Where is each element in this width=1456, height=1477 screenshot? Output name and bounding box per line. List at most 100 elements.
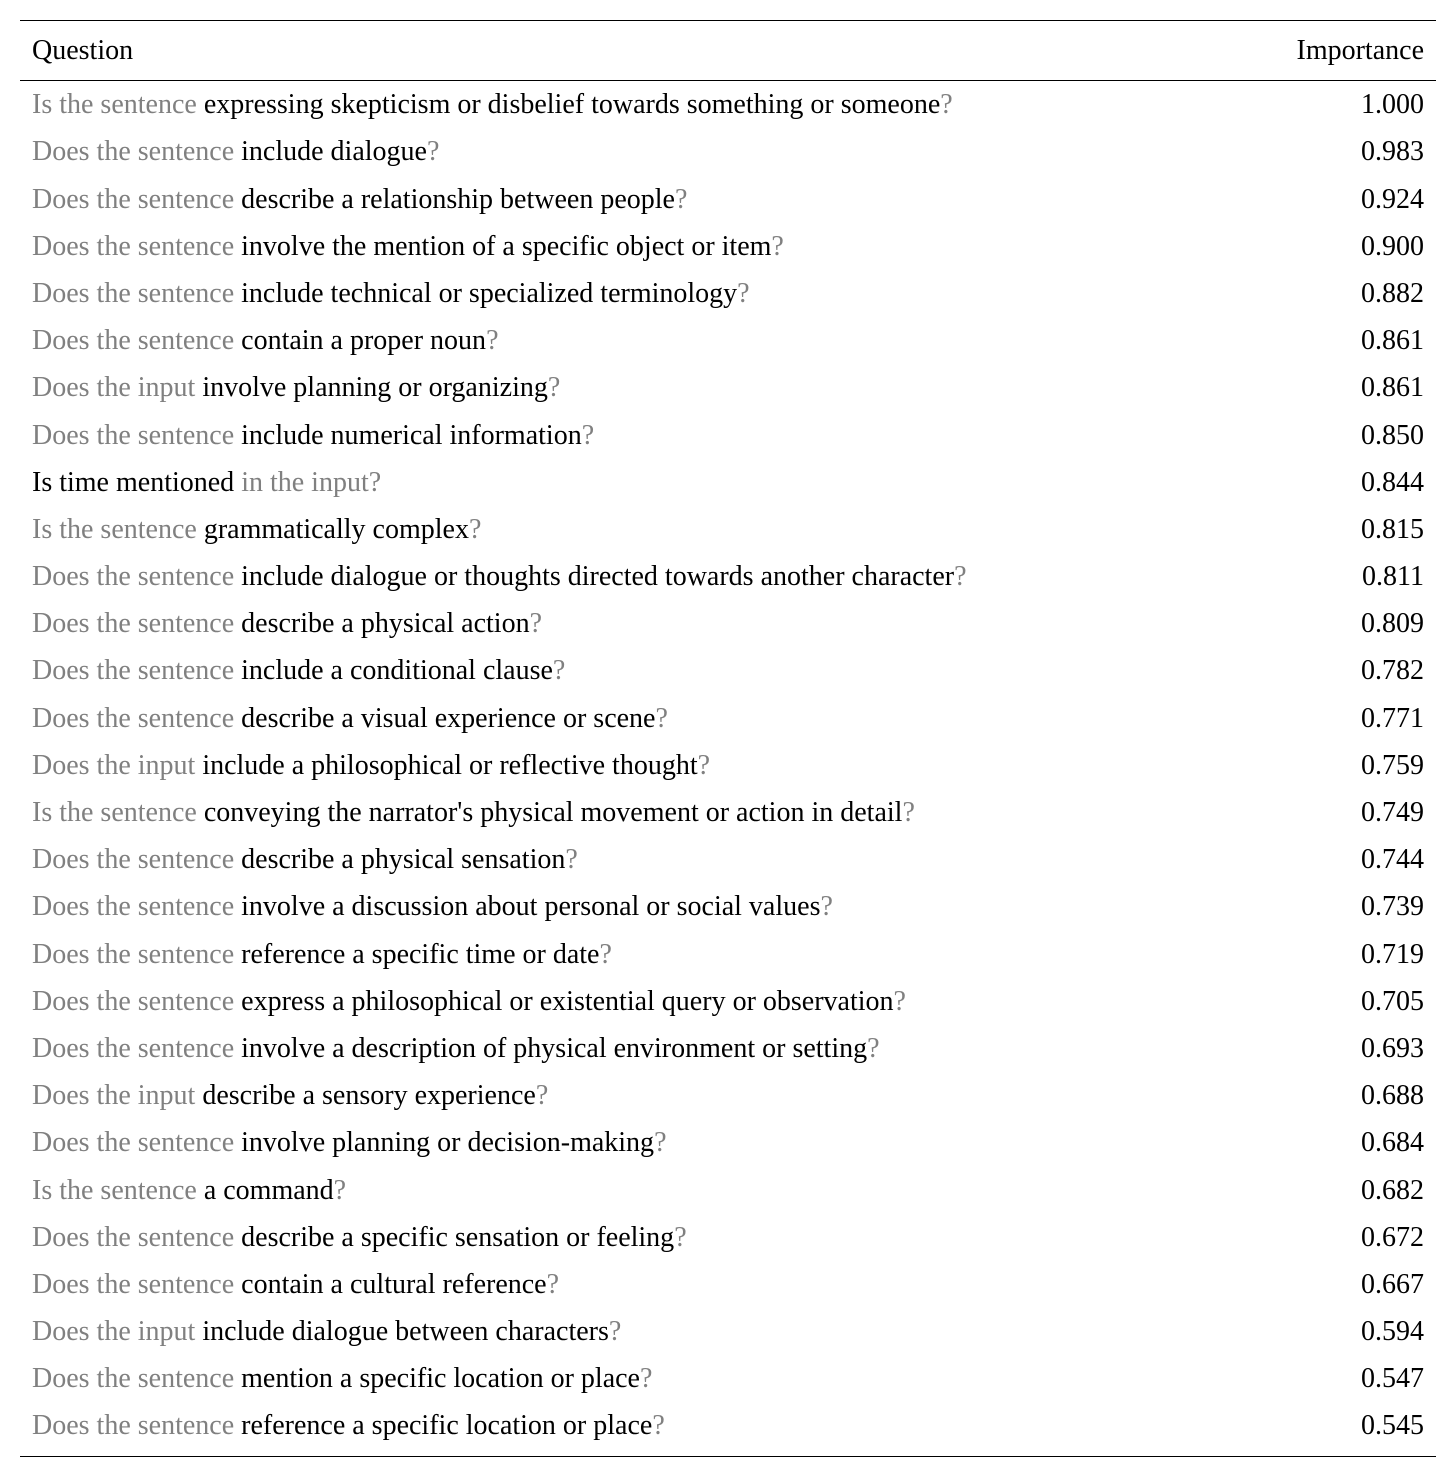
question-cell: Does the input include a philosophical o… xyxy=(32,746,1304,785)
question-text-part: Is time mentioned xyxy=(32,467,241,498)
question-cell: Is the sentence conveying the narrator's… xyxy=(32,793,1304,832)
question-text-part: ? xyxy=(940,89,952,120)
question-text-part: Does the sentence xyxy=(32,136,241,167)
question-text-part: contain a proper noun xyxy=(241,325,486,356)
question-text-part: include dialogue or thoughts directed to… xyxy=(241,561,954,592)
question-text-part: involve planning or decision-making xyxy=(241,1127,654,1158)
question-cell: Does the sentence include technical or s… xyxy=(32,274,1304,313)
question-text-part: Does the sentence xyxy=(32,325,241,356)
question-text-part: ? xyxy=(771,231,783,262)
question-text-part: reference a specific time or date xyxy=(241,939,599,970)
question-text-part: Does the sentence xyxy=(32,844,241,875)
question-text-part: ? xyxy=(894,986,906,1017)
question-text-part: Does the input xyxy=(32,372,202,403)
importance-cell: 0.861 xyxy=(1304,325,1424,357)
question-cell: Does the sentence involve a discussion a… xyxy=(32,887,1304,926)
question-text-part: grammatically complex xyxy=(204,514,469,545)
table-row: Does the input include a philosophical o… xyxy=(20,742,1436,789)
question-text-part: Does the sentence xyxy=(32,655,241,686)
question-cell: Is the sentence a command? xyxy=(32,1171,1304,1210)
question-text-part: Does the sentence xyxy=(32,420,241,451)
question-text-part: Does the sentence xyxy=(32,1269,241,1300)
question-cell: Does the sentence describe a visual expe… xyxy=(32,699,1304,738)
question-text-part: involve the mention of a specific object… xyxy=(241,231,771,262)
importance-cell: 0.682 xyxy=(1304,1175,1424,1207)
importance-cell: 0.688 xyxy=(1304,1080,1424,1112)
question-text-part: ? xyxy=(674,1222,686,1253)
question-text-part: Does the sentence xyxy=(32,184,241,215)
question-cell: Does the sentence reference a specific t… xyxy=(32,935,1304,974)
table-row: Does the sentence contain a proper noun?… xyxy=(20,317,1436,364)
question-text-part: describe a physical sensation xyxy=(241,844,565,875)
question-text-part: Does the sentence xyxy=(32,1222,241,1253)
table-row: Does the sentence involve a discussion a… xyxy=(20,883,1436,930)
question-text-part: describe a sensory experience xyxy=(202,1080,536,1111)
question-cell: Does the sentence express a philosophica… xyxy=(32,982,1304,1021)
table-row: Does the sentence describe a physical ac… xyxy=(20,600,1436,647)
table-row: Does the sentence mention a specific loc… xyxy=(20,1355,1436,1402)
questions-table: Question Importance Is the sentence expr… xyxy=(20,20,1436,1457)
table-row: Does the sentence describe a physical se… xyxy=(20,836,1436,883)
question-cell: Does the input describe a sensory experi… xyxy=(32,1076,1304,1115)
question-cell: Does the sentence include dialogue? xyxy=(32,132,1304,171)
question-cell: Does the input involve planning or organ… xyxy=(32,368,1304,407)
question-text-part: Does the sentence xyxy=(32,1127,241,1158)
question-text-part: Does the sentence xyxy=(32,986,241,1017)
table-row: Does the sentence reference a specific l… xyxy=(20,1402,1436,1456)
table-row: Does the sentence describe a visual expe… xyxy=(20,695,1436,742)
table-row: Is the sentence grammatically complex?0.… xyxy=(20,506,1436,553)
table-row: Does the sentence include a conditional … xyxy=(20,647,1436,694)
question-text-part: ? xyxy=(547,1269,559,1300)
question-text-part: ? xyxy=(486,325,498,356)
table-row: Does the sentence describe a specific se… xyxy=(20,1214,1436,1261)
importance-cell: 0.749 xyxy=(1304,797,1424,829)
question-text-part: include a conditional clause xyxy=(241,655,553,686)
question-text-part: ? xyxy=(609,1316,621,1347)
question-text-part: ? xyxy=(902,797,914,828)
question-text-part: involve a discussion about personal or s… xyxy=(241,891,820,922)
question-text-part: Does the sentence xyxy=(32,608,241,639)
question-text-part: Does the sentence xyxy=(32,561,241,592)
table-row: Does the sentence reference a specific t… xyxy=(20,931,1436,978)
importance-cell: 0.547 xyxy=(1304,1363,1424,1395)
importance-cell: 0.705 xyxy=(1304,986,1424,1018)
question-text-part: Does the sentence xyxy=(32,231,241,262)
question-cell: Is time mentioned in the input? xyxy=(32,463,1304,502)
importance-cell: 0.672 xyxy=(1304,1222,1424,1254)
question-cell: Does the input include dialogue between … xyxy=(32,1312,1304,1351)
question-text-part: Does the sentence xyxy=(32,1363,241,1394)
question-text-part: ? xyxy=(640,1363,652,1394)
table-row: Does the sentence involve a description … xyxy=(20,1025,1436,1072)
question-text-part: Is the sentence xyxy=(32,514,204,545)
importance-cell: 0.809 xyxy=(1304,608,1424,640)
importance-cell: 0.850 xyxy=(1304,420,1424,452)
question-text-part: ? xyxy=(599,939,611,970)
importance-cell: 0.844 xyxy=(1304,467,1424,499)
question-text-part: in the input? xyxy=(241,467,381,498)
question-text-part: ? xyxy=(582,420,594,451)
question-text-part: Does the sentence xyxy=(32,1410,241,1441)
question-text-part: ? xyxy=(820,891,832,922)
question-text-part: express a philosophical or existential q… xyxy=(241,986,893,1017)
importance-cell: 0.545 xyxy=(1304,1410,1424,1442)
table-row: Does the sentence involve planning or de… xyxy=(20,1119,1436,1166)
question-text-part: ? xyxy=(954,561,966,592)
importance-cell: 0.882 xyxy=(1304,278,1424,310)
question-text-part: describe a specific sensation or feeling xyxy=(241,1222,674,1253)
question-text-part: Is the sentence xyxy=(32,89,204,120)
question-cell: Is the sentence expressing skepticism or… xyxy=(32,85,1304,124)
table-row: Does the input include dialogue between … xyxy=(20,1308,1436,1355)
question-cell: Does the sentence describe a physical ac… xyxy=(32,604,1304,643)
importance-cell: 0.771 xyxy=(1304,703,1424,735)
question-text-part: include a philosophical or reflective th… xyxy=(202,750,697,781)
question-text-part: ? xyxy=(530,608,542,639)
question-cell: Does the sentence involve the mention of… xyxy=(32,227,1304,266)
question-text-part: ? xyxy=(698,750,710,781)
table-row: Does the sentence contain a cultural ref… xyxy=(20,1261,1436,1308)
question-cell: Does the sentence describe a relationshi… xyxy=(32,180,1304,219)
question-text-part: include technical or specialized termino… xyxy=(241,278,737,309)
table-row: Is the sentence a command?0.682 xyxy=(20,1167,1436,1214)
question-cell: Does the sentence involve a description … xyxy=(32,1029,1304,1068)
question-text-part: ? xyxy=(655,703,667,734)
question-text-part: Does the sentence xyxy=(32,703,241,734)
